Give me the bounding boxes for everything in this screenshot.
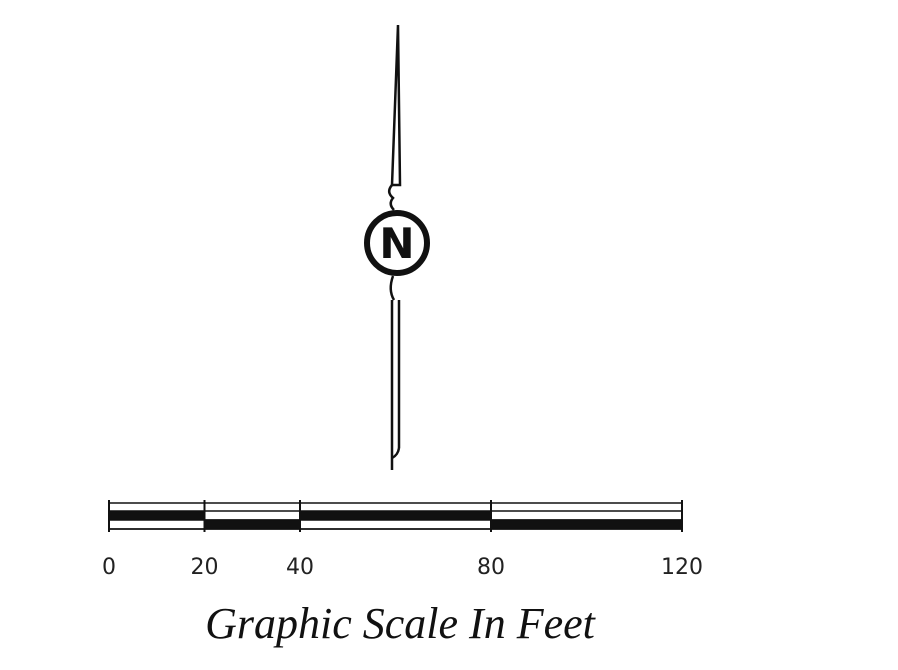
north-circle: [364, 210, 430, 276]
arrow-flourish: [388, 184, 395, 211]
scale-tick-label: 40: [286, 555, 314, 580]
scale-tick-label: 80: [477, 555, 505, 580]
scale-segment: [108, 519, 206, 530]
north-arrow: N: [364, 24, 430, 470]
arrow-tail: [391, 447, 401, 460]
north-label: N: [379, 219, 414, 268]
scale-segment: [203, 510, 301, 521]
scale-segment: [490, 519, 683, 530]
arrow-head: [390, 24, 402, 187]
scale-tick-label: 20: [191, 555, 219, 580]
scale-bar: 0 20 40 80 120: [102, 500, 703, 580]
scale-segment: [299, 519, 492, 530]
scale-tick-label: 120: [661, 555, 703, 580]
scale-segment: [490, 510, 683, 521]
scale-segment: [203, 519, 301, 530]
arrow-flourish: [389, 275, 396, 301]
scale-segment: [299, 510, 492, 521]
scale-tick-label: 0: [102, 555, 116, 580]
scale-segment: [108, 510, 206, 521]
scale-caption: Graphic Scale In Feet: [205, 599, 597, 648]
